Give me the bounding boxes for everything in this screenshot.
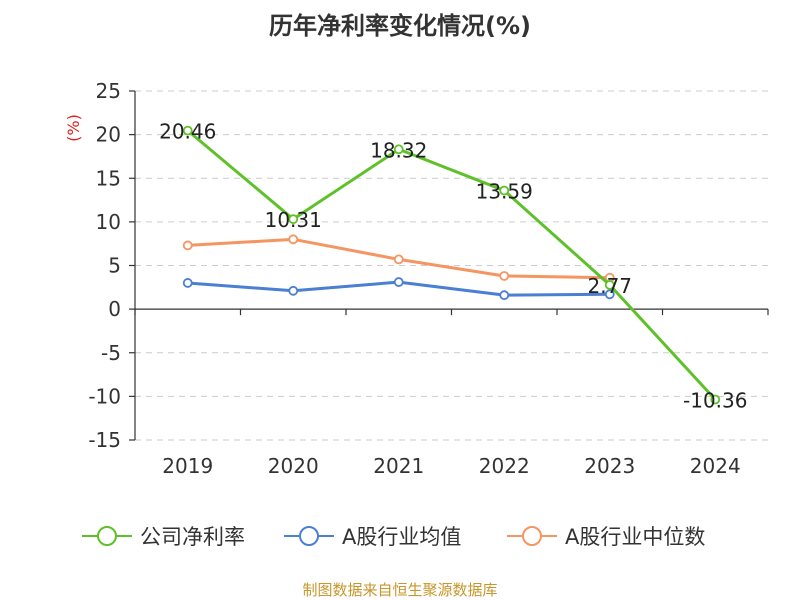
- axes: 25 20 15 10 5 0 -5 -10 -15 2019 2020 2021 2022 2023 20…: [88, 79, 769, 478]
- data-label: 18.32: [370, 138, 427, 162]
- y-tick-label: 0: [108, 297, 121, 321]
- data-point[interactable]: [499, 290, 510, 301]
- data-point[interactable]: [710, 394, 721, 405]
- data-label: 2.77: [587, 274, 632, 298]
- data-point[interactable]: [182, 278, 193, 288]
- data-label: 20.46: [159, 120, 216, 144]
- legend-label: 公司净利率: [140, 525, 245, 549]
- data-label: 13.59: [476, 180, 533, 204]
- y-tick-label: 5: [108, 254, 121, 278]
- data-point[interactable]: [499, 185, 510, 196]
- data-label: 10.31: [265, 208, 322, 232]
- series-1: [182, 277, 615, 301]
- legend-label: A股行业均值: [342, 525, 461, 549]
- data-point[interactable]: [393, 254, 404, 265]
- y-axis-label: (%): [64, 114, 83, 142]
- legend-marker: [522, 526, 542, 546]
- series-lines: [182, 125, 721, 405]
- legend-item-0[interactable]: 公司净利率: [82, 525, 245, 549]
- data-point[interactable]: [288, 285, 299, 296]
- y-tick-label: -10: [88, 384, 121, 408]
- x-tick-label: 2020: [268, 454, 319, 478]
- data-point[interactable]: [499, 271, 510, 281]
- data-point[interactable]: [182, 125, 193, 136]
- legend[interactable]: 公司净利率 A股行业均值 A股行业中位数: [82, 525, 705, 549]
- data-point[interactable]: [604, 289, 615, 300]
- x-tick-label: 2024: [690, 454, 741, 478]
- series-0: [182, 125, 721, 405]
- data-point[interactable]: [604, 280, 615, 290]
- y-tick-label: -5: [101, 341, 121, 365]
- y-tick-label: 25: [96, 79, 121, 103]
- legend-marker: [97, 526, 117, 546]
- y-tick-label: 20: [96, 123, 121, 147]
- data-point[interactable]: [393, 144, 404, 155]
- y-tick-label: -15: [88, 428, 121, 452]
- x-tick-label: 2022: [479, 454, 530, 478]
- chart-title: 历年净利率变化情况(%): [269, 12, 531, 40]
- data-label: -10.36: [683, 389, 747, 413]
- data-point[interactable]: [288, 214, 299, 225]
- x-tick-label: 2023: [584, 454, 635, 478]
- data-point[interactable]: [182, 240, 193, 251]
- y-tick-label: 15: [96, 166, 121, 190]
- grid-lines: [135, 90, 768, 441]
- legend-item-1[interactable]: A股行业均值: [284, 525, 461, 549]
- data-labels: 20.46 10.31 18.32 13.59 2.77 -10.36: [159, 120, 747, 413]
- x-tick-label: 2019: [162, 454, 213, 478]
- legend-item-2[interactable]: A股行业中位数: [507, 525, 705, 549]
- y-tick-label: 10: [96, 210, 121, 234]
- legend-label: A股行业中位数: [565, 525, 705, 549]
- source-note: 制图数据来自恒生聚源数据库: [302, 581, 497, 599]
- legend-marker: [299, 526, 319, 546]
- series-line: [186, 129, 717, 401]
- x-tick-label: 2021: [373, 454, 424, 478]
- data-point[interactable]: [288, 234, 299, 245]
- data-point[interactable]: [393, 277, 404, 287]
- series-2: [182, 234, 615, 283]
